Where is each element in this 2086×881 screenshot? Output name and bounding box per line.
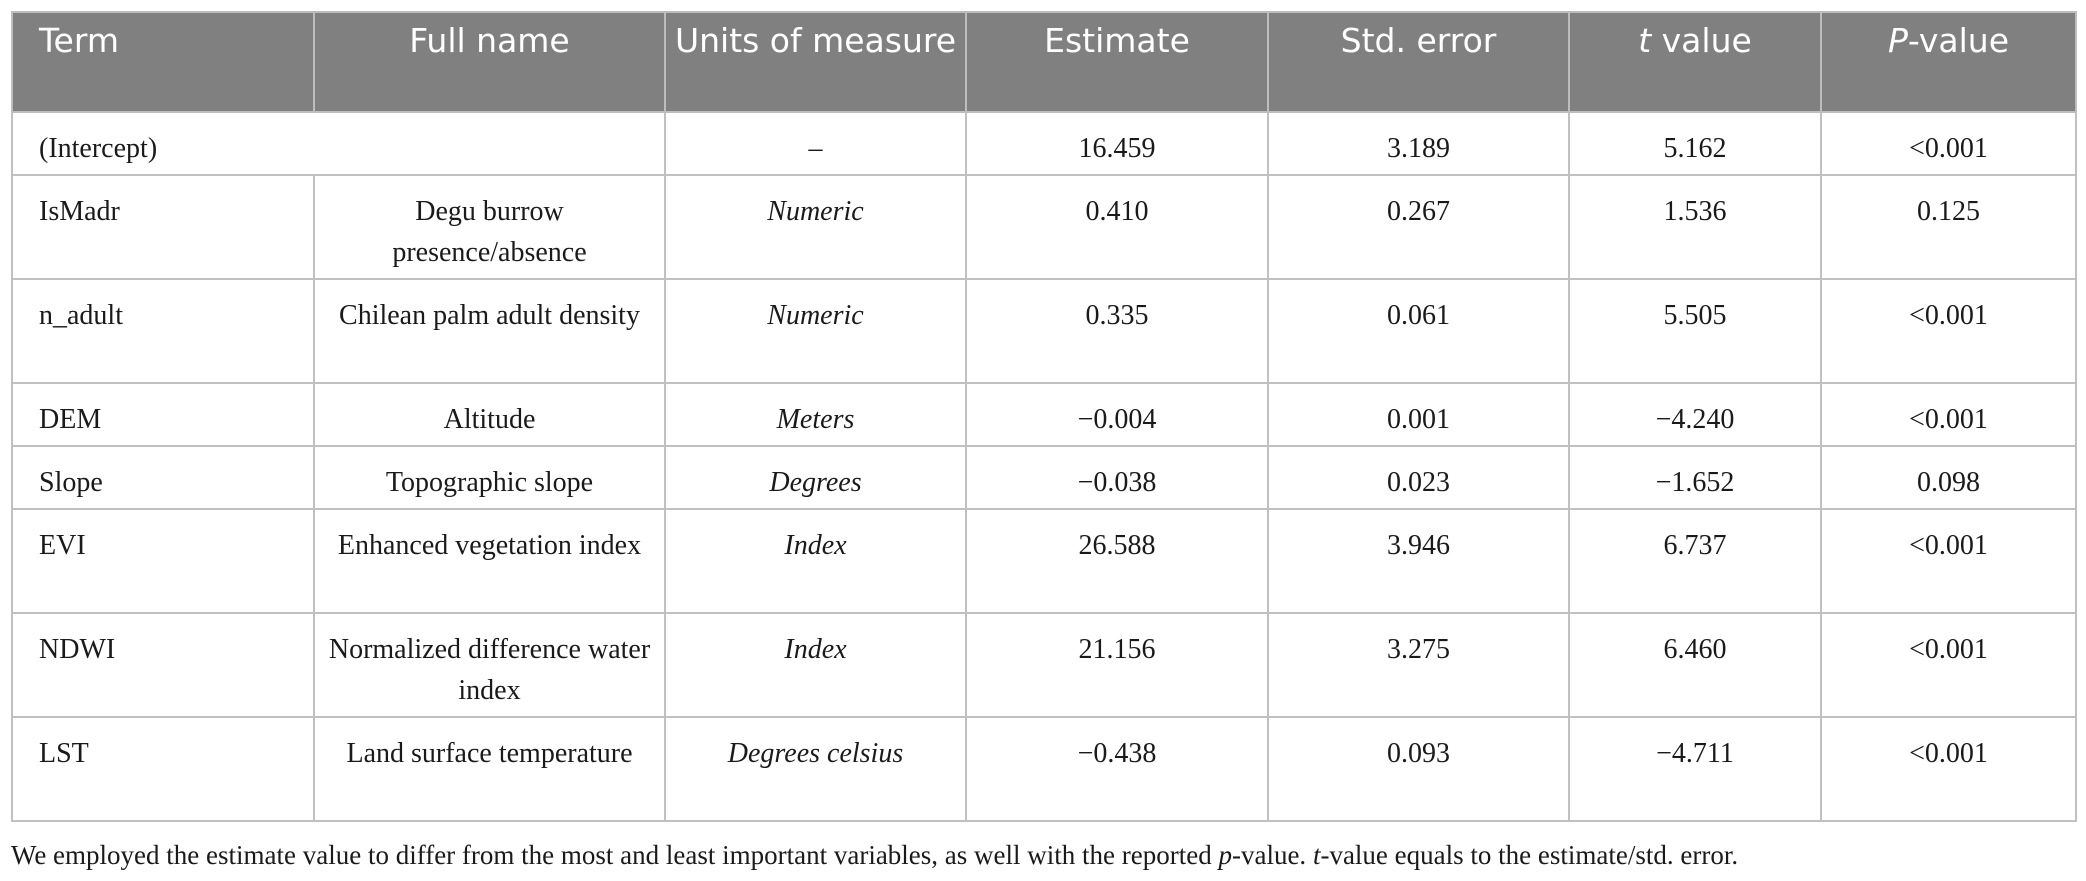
table-row: LST Land surface temperature Degrees cel…	[11, 716, 2077, 822]
table-footnote: We employed the estimate value to differ…	[11, 838, 1738, 872]
cell-p-value: <0.001	[1820, 508, 2077, 614]
cell-units: Index	[664, 508, 967, 614]
cell-std-error: 0.023	[1267, 445, 1570, 510]
cell-estimate: 0.410	[965, 174, 1269, 280]
cell-estimate: 21.156	[965, 612, 1269, 718]
cell-std-error: 0.001	[1267, 382, 1570, 447]
cell-units: Degrees	[664, 445, 967, 510]
footnote-text-3: -value equals to the estimate/std. error…	[1320, 840, 1739, 870]
cell-p-value: <0.001	[1820, 111, 2077, 176]
cell-estimate: −0.038	[965, 445, 1269, 510]
header-p-suffix: -value	[1907, 21, 2010, 60]
cell-estimate: −0.438	[965, 716, 1269, 822]
cell-term: IsMadr	[11, 174, 315, 280]
cell-full-name: Altitude	[313, 382, 666, 447]
cell-units: Meters	[664, 382, 967, 447]
footnote-p-letter: p	[1218, 840, 1232, 870]
cell-t-value: 5.162	[1568, 111, 1822, 176]
cell-term: Slope	[11, 445, 315, 510]
cell-estimate: 0.335	[965, 278, 1269, 384]
cell-units: Numeric	[664, 278, 967, 384]
header-term: Term	[11, 11, 315, 113]
cell-p-value: 0.098	[1820, 445, 2077, 510]
cell-estimate: 16.459	[965, 111, 1269, 176]
cell-full-name: Degu burrow presence/absence	[313, 174, 666, 280]
cell-p-value: <0.001	[1820, 612, 2077, 718]
cell-t-value: −1.652	[1568, 445, 1822, 510]
cell-term: NDWI	[11, 612, 315, 718]
cell-units: –	[664, 111, 967, 176]
cell-std-error: 3.189	[1267, 111, 1570, 176]
cell-units: Index	[664, 612, 967, 718]
cell-t-value: 5.505	[1568, 278, 1822, 384]
table-row: (Intercept) – 16.459 3.189 5.162 <0.001	[11, 111, 2077, 176]
cell-p-value: <0.001	[1820, 716, 2077, 822]
cell-t-value: 1.536	[1568, 174, 1822, 280]
cell-full-name: Land surface temperature	[313, 716, 666, 822]
table-row: DEM Altitude Meters −0.004 0.001 −4.240 …	[11, 382, 2077, 447]
header-estimate: Estimate	[965, 11, 1269, 113]
table-row: NDWI Normalized difference water index I…	[11, 612, 2077, 718]
cell-estimate: 26.588	[965, 508, 1269, 614]
footnote-t-letter: t	[1312, 840, 1321, 870]
header-units: Units of measure	[664, 11, 967, 113]
table-row: Slope Topographic slope Degrees −0.038 0…	[11, 445, 2077, 510]
cell-t-value: −4.711	[1568, 716, 1822, 822]
cell-full-name: Enhanced vegetation index	[313, 508, 666, 614]
footnote-text-2: -value.	[1231, 840, 1313, 870]
cell-p-value: <0.001	[1820, 382, 2077, 447]
header-std-error: Std. error	[1267, 11, 1570, 113]
header-t-letter: t	[1638, 21, 1652, 60]
table-row: IsMadr Degu burrow presence/absence Nume…	[11, 174, 2077, 280]
cell-units: Degrees celsius	[664, 716, 967, 822]
table-row: n_adult Chilean palm adult density Numer…	[11, 278, 2077, 384]
cell-term: n_adult	[11, 278, 315, 384]
header-p-value: P-value	[1820, 11, 2077, 113]
cell-full-name: Chilean palm adult density	[313, 278, 666, 384]
header-full-name: Full name	[313, 11, 666, 113]
header-row: Term Full name Units of measure Estimate…	[11, 11, 2077, 113]
cell-std-error: 0.267	[1267, 174, 1570, 280]
header-t-value: t value	[1568, 11, 1822, 113]
cell-units: Numeric	[664, 174, 967, 280]
cell-term: (Intercept)	[11, 111, 666, 176]
footnote-text-1: We employed the estimate value to differ…	[11, 840, 1219, 870]
table-row: EVI Enhanced vegetation index Index 26.5…	[11, 508, 2077, 614]
header-p-letter: P	[1887, 21, 1908, 60]
cell-std-error: 3.275	[1267, 612, 1570, 718]
cell-term: DEM	[11, 382, 315, 447]
cell-t-value: 6.737	[1568, 508, 1822, 614]
results-table-container: Term Full name Units of measure Estimate…	[11, 11, 2077, 822]
cell-estimate: −0.004	[965, 382, 1269, 447]
cell-term: LST	[11, 716, 315, 822]
cell-full-name: Topographic slope	[313, 445, 666, 510]
cell-p-value: 0.125	[1820, 174, 2077, 280]
cell-term: EVI	[11, 508, 315, 614]
cell-full-name: Normalized difference water index	[313, 612, 666, 718]
cell-std-error: 3.946	[1267, 508, 1570, 614]
cell-p-value: <0.001	[1820, 278, 2077, 384]
cell-t-value: −4.240	[1568, 382, 1822, 447]
cell-std-error: 0.093	[1267, 716, 1570, 822]
cell-std-error: 0.061	[1267, 278, 1570, 384]
header-t-suffix: value	[1651, 21, 1752, 60]
results-table: Term Full name Units of measure Estimate…	[11, 11, 2077, 822]
cell-t-value: 6.460	[1568, 612, 1822, 718]
